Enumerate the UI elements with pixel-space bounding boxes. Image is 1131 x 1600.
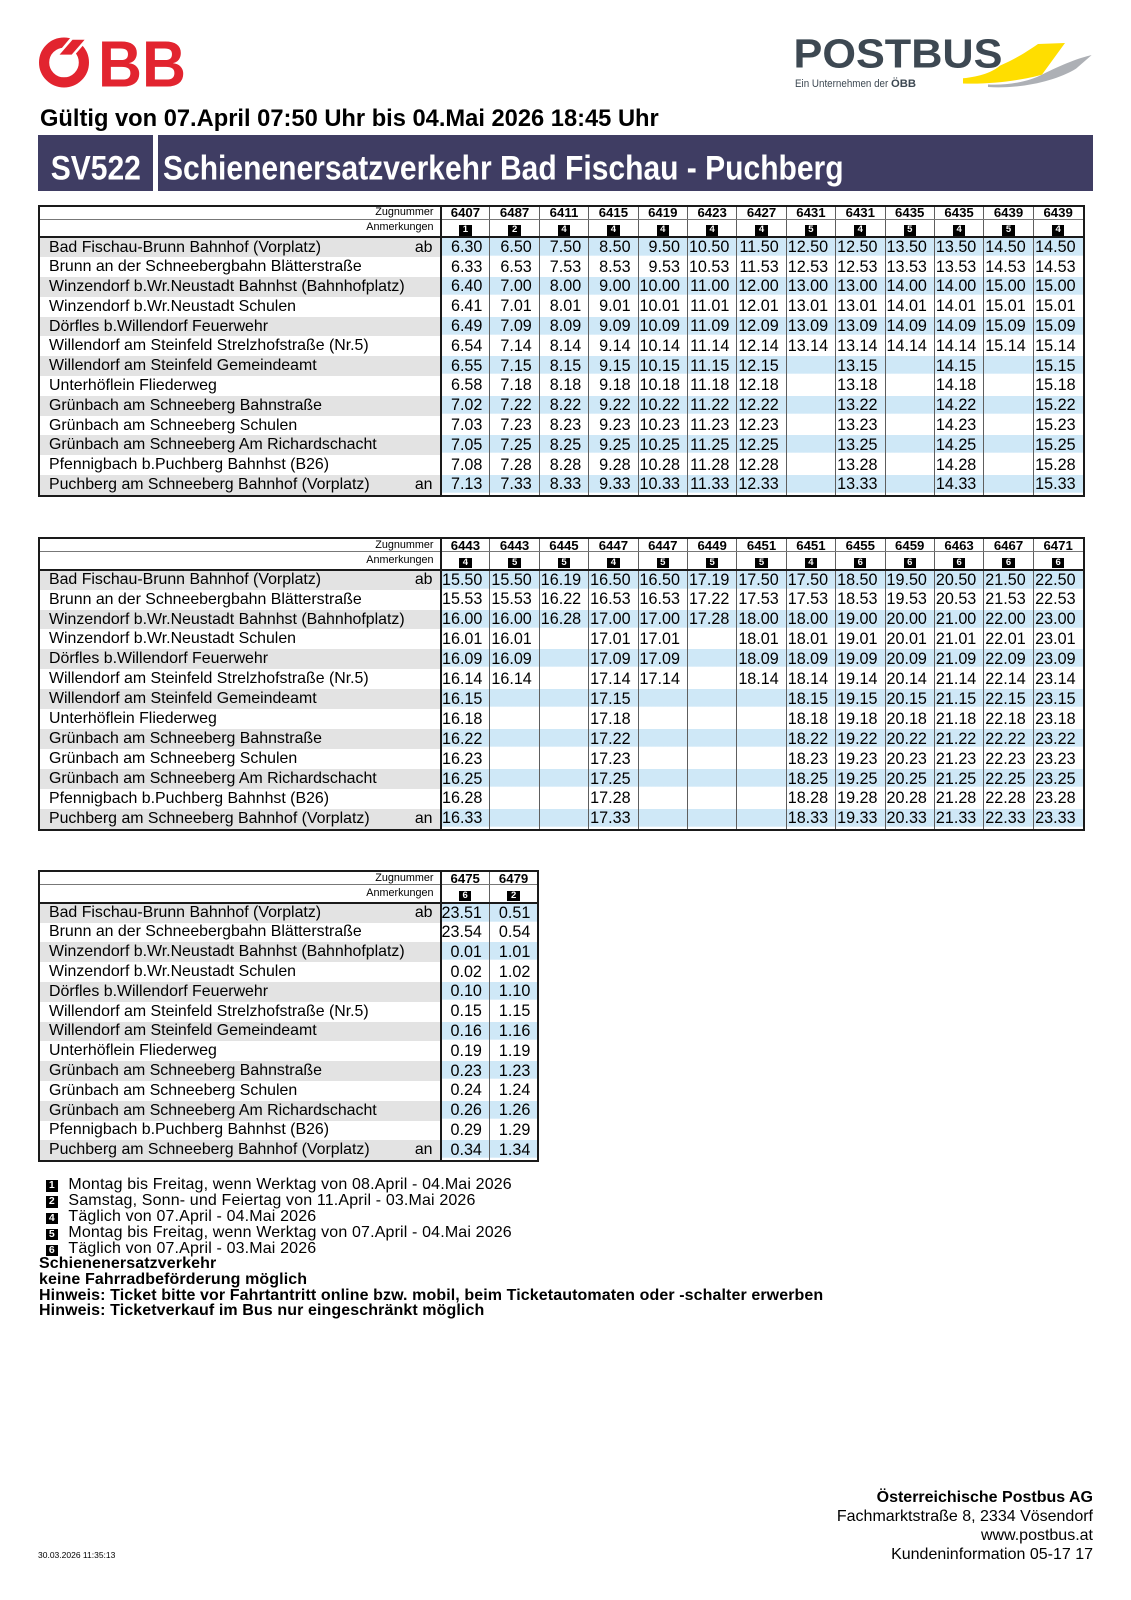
svg-text:BB: BB: [98, 30, 186, 92]
svg-text:POSTBUS: POSTBUS: [794, 32, 1003, 77]
svg-text:Ein Unternehmen der ÖBB: Ein Unternehmen der ÖBB: [795, 77, 916, 90]
